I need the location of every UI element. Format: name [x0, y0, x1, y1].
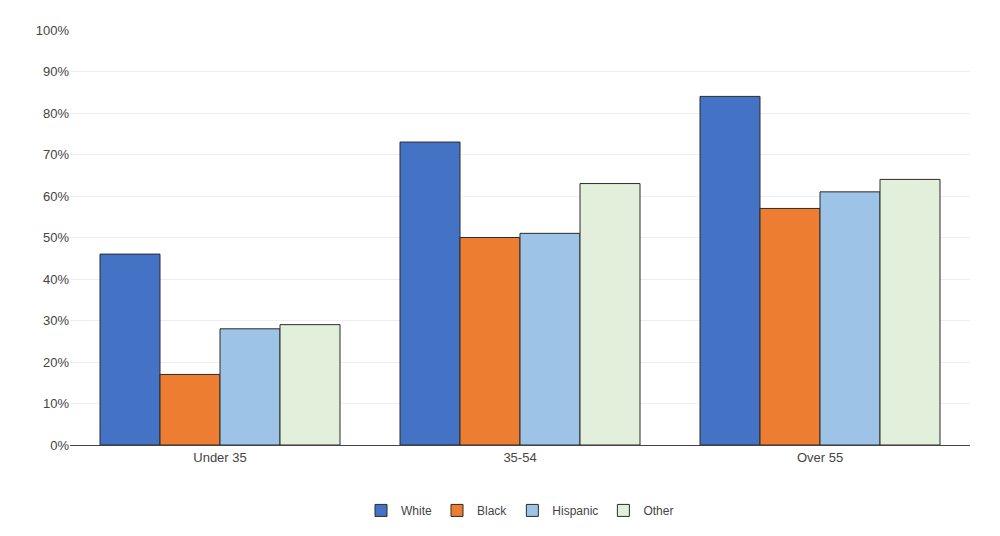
svg-text:50%: 50%: [43, 230, 69, 245]
svg-text:Hispanic: Hispanic: [552, 504, 598, 518]
svg-text:Black: Black: [477, 504, 507, 518]
svg-text:90%: 90%: [43, 64, 69, 79]
svg-text:70%: 70%: [43, 147, 69, 162]
svg-text:100%: 100%: [36, 23, 70, 38]
svg-text:35-54: 35-54: [503, 450, 536, 465]
svg-text:0%: 0%: [50, 438, 69, 453]
svg-text:10%: 10%: [43, 396, 69, 411]
svg-text:Under 35: Under 35: [193, 450, 246, 465]
svg-text:20%: 20%: [43, 355, 69, 370]
svg-text:Other: Other: [643, 504, 673, 518]
svg-text:40%: 40%: [43, 272, 69, 287]
svg-text:60%: 60%: [43, 189, 69, 204]
svg-text:White: White: [401, 504, 432, 518]
svg-text:80%: 80%: [43, 106, 69, 121]
svg-text:Over 55: Over 55: [797, 450, 843, 465]
svg-text:30%: 30%: [43, 313, 69, 328]
